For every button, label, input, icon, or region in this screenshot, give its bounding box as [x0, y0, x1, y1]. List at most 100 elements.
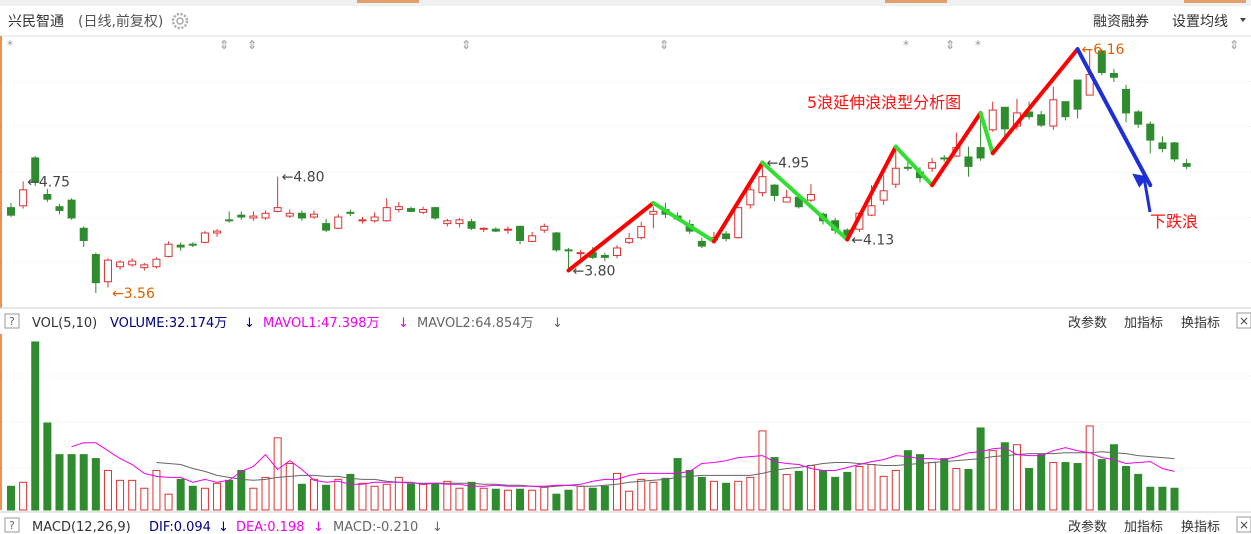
- wave-line-red: [845, 144, 898, 242]
- volume-bar: [7, 485, 15, 511]
- vol-help-icon[interactable]: [4, 313, 20, 329]
- gear-icon[interactable]: [171, 12, 189, 30]
- candle-body: [903, 166, 912, 169]
- stock-title: 兴民智通: [8, 14, 64, 30]
- volume-bar: [964, 468, 973, 511]
- macd-params-button[interactable]: 改参数: [1068, 519, 1107, 534]
- candle: [152, 257, 161, 269]
- candle-body: [249, 215, 258, 219]
- candle-body: [516, 225, 525, 241]
- volume-bar: [843, 471, 852, 511]
- volume-bar: [940, 458, 949, 511]
- macd-hist-value: MACD:-0.210: [333, 520, 418, 534]
- volume-bar: [1146, 486, 1155, 511]
- candle-body: [7, 207, 15, 216]
- wave-line-green: [893, 144, 935, 188]
- candle: [1170, 141, 1179, 162]
- volume-bar: [746, 476, 755, 511]
- volume-bar: [491, 488, 500, 511]
- candle-body: [467, 221, 476, 229]
- candle: [297, 210, 306, 221]
- candle: [613, 245, 621, 259]
- candle-body: [564, 249, 573, 252]
- candle-body: [746, 189, 755, 206]
- candle-body: [358, 219, 367, 222]
- volume-bar: [758, 430, 767, 511]
- price-label: ←4.80: [282, 170, 325, 186]
- volume-bar: [188, 485, 197, 511]
- candle-body: [940, 157, 949, 160]
- volume-bar: [91, 458, 100, 511]
- volume-bar: [734, 480, 743, 511]
- volume-bar: [116, 479, 125, 511]
- candle-body: [322, 223, 331, 231]
- candle: [334, 214, 343, 230]
- candle: [285, 209, 294, 218]
- price-label: ←6.16: [1082, 42, 1125, 58]
- wave-line-red: [930, 110, 983, 188]
- candle-body: [1073, 79, 1082, 110]
- candle: [1049, 86, 1058, 130]
- volume-bar: [237, 469, 246, 511]
- vol-switch-indicator-button[interactable]: 换指标: [1181, 316, 1220, 331]
- candle: [806, 184, 815, 203]
- ma-settings-button[interactable]: 设置均线: [1172, 14, 1228, 30]
- candle: [746, 185, 755, 209]
- volume-bar: [273, 437, 282, 511]
- volume-bar: [479, 487, 488, 511]
- volume-bar: [867, 464, 876, 511]
- candle: [1122, 84, 1131, 123]
- vol-volume-value: VOLUME:32.174万: [110, 316, 227, 331]
- candle: [188, 242, 197, 248]
- mavol1-line: [71, 442, 1175, 487]
- close-icon: ×: [1239, 518, 1249, 532]
- candle-body: [976, 147, 985, 159]
- volume-bar: [443, 480, 452, 511]
- volume-bar: [213, 482, 222, 511]
- candle: [564, 247, 573, 271]
- candle-body: [649, 210, 658, 215]
- candle-body: [1000, 106, 1009, 130]
- volume-bar: [394, 476, 403, 511]
- volume-bar: [661, 477, 670, 511]
- volume-bar: [782, 473, 791, 511]
- macd-switch-indicator-button[interactable]: 换指标: [1181, 520, 1220, 534]
- candle: [273, 176, 282, 213]
- margin-trading-button[interactable]: 融资融券: [1093, 14, 1149, 30]
- wave-line-green: [978, 110, 995, 156]
- candle-body: [79, 227, 88, 241]
- chevron-down-icon[interactable]: [1240, 18, 1246, 22]
- candle-body: [637, 225, 646, 239]
- vol-grid-lines: [2, 375, 1251, 469]
- vol-params-button[interactable]: 改参数: [1068, 315, 1107, 331]
- candle-body: [455, 219, 464, 225]
- candle-body: [19, 189, 28, 207]
- volume-bar: [928, 462, 937, 511]
- vol-title: VOL(5,10): [32, 316, 97, 331]
- candle-body: [164, 243, 173, 257]
- candle-body: [1134, 111, 1143, 125]
- vol-close-button[interactable]: [1236, 312, 1251, 329]
- vol-add-indicator-button[interactable]: 加指标: [1124, 316, 1163, 331]
- candle-body: [31, 157, 40, 183]
- volume-bar: [419, 483, 428, 511]
- candle-body: [273, 207, 282, 212]
- candle: [1134, 110, 1143, 128]
- macd-close-button[interactable]: [1236, 516, 1251, 533]
- candle: [540, 223, 549, 233]
- volume-bar: [322, 484, 331, 511]
- vol-header: ? VOL(5,10) VOLUME:32.174万 ↓ MAVOL1:47.3…: [4, 312, 1251, 331]
- candle-body: [528, 235, 537, 242]
- event-marker: ⇕: [1229, 38, 1239, 52]
- candlesticks: [7, 49, 1191, 293]
- volume-bar: [285, 463, 294, 511]
- candle-body: [540, 225, 549, 231]
- volume-bar: [891, 469, 900, 511]
- macd-add-indicator-button[interactable]: 加指标: [1124, 520, 1163, 534]
- candle-body: [128, 260, 137, 266]
- candle: [467, 218, 476, 231]
- volume-bar: [576, 485, 585, 511]
- macd-help-icon[interactable]: [4, 517, 20, 533]
- macd-dif-value: DIF:0.094: [149, 520, 211, 534]
- volume-bar: [43, 422, 52, 511]
